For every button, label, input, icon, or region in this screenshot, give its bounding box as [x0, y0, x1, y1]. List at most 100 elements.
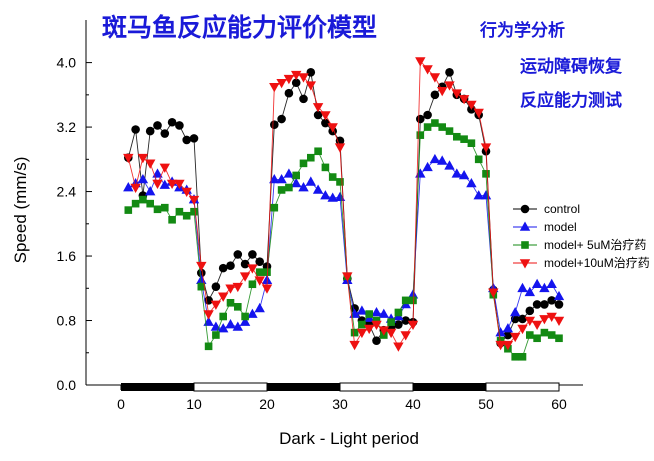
data-point	[284, 88, 294, 98]
dark-period-bar	[121, 383, 194, 391]
data-point	[437, 87, 448, 97]
data-point	[467, 139, 476, 147]
data-point	[320, 190, 331, 200]
data-point	[218, 292, 229, 302]
data-point	[518, 352, 527, 361]
legend-label: model+ 5uM治疗药	[544, 238, 646, 252]
data-point	[285, 183, 293, 192]
data-point	[444, 160, 455, 170]
data-point	[145, 126, 155, 136]
data-point	[312, 103, 324, 113]
data-point	[409, 296, 417, 305]
data-point	[247, 308, 258, 318]
data-point	[458, 95, 470, 105]
light-period-bar	[339, 382, 414, 392]
data-point	[524, 286, 535, 297]
data-point	[174, 179, 185, 189]
data-point	[495, 327, 506, 337]
data-point	[159, 163, 170, 173]
data-point	[298, 73, 309, 83]
data-point	[130, 183, 141, 194]
data-point	[175, 121, 184, 130]
data-point	[277, 114, 286, 124]
data-point	[219, 312, 227, 321]
data-point	[466, 178, 477, 188]
x-tick-label: 30	[332, 396, 348, 412]
data-point	[356, 305, 368, 315]
legend: control model model+ 5uM治疗药 model+10uM治疗药	[513, 202, 650, 270]
data-point	[533, 334, 541, 343]
data-point	[540, 300, 549, 309]
x-tick-label: 60	[551, 396, 567, 412]
data-point	[378, 326, 389, 336]
data-point	[145, 159, 156, 169]
data-point	[190, 207, 198, 216]
data-point	[372, 316, 381, 325]
data-point	[232, 321, 243, 331]
data-point	[204, 342, 213, 351]
x-axis-title: Dark - Light period	[279, 429, 419, 448]
light-period-bar	[485, 382, 560, 392]
data-point	[482, 170, 490, 178]
data-point	[182, 211, 191, 220]
data-point	[321, 163, 330, 172]
data-point	[496, 336, 505, 345]
dark-period-bar	[267, 383, 340, 391]
data-point	[225, 284, 236, 294]
series-line	[127, 59, 560, 348]
data-point	[474, 155, 483, 164]
data-point	[305, 81, 316, 91]
data-point	[480, 190, 492, 200]
data-point	[429, 153, 441, 164]
data-point	[458, 169, 470, 180]
data-point	[299, 94, 308, 104]
data-point	[270, 203, 279, 212]
data-point	[218, 263, 228, 273]
data-point	[226, 298, 235, 307]
data-point	[349, 340, 360, 351]
data-point	[241, 312, 249, 321]
data-point	[423, 110, 432, 120]
data-point	[182, 135, 191, 145]
data-point	[210, 300, 222, 310]
data-point	[153, 205, 162, 214]
data-point	[239, 316, 251, 326]
data-point	[372, 336, 381, 345]
data-point	[422, 65, 433, 75]
data-point	[139, 195, 147, 204]
data-point	[524, 316, 535, 327]
data-point	[437, 155, 448, 165]
data-point	[254, 302, 265, 313]
data-point	[350, 304, 359, 313]
note-behavior-analysis: 行为学分析	[480, 21, 565, 41]
data-point	[445, 67, 454, 77]
data-point	[416, 131, 425, 139]
x-tick-label: 10	[186, 396, 202, 412]
data-point	[526, 331, 534, 339]
data-point	[233, 250, 243, 259]
data-point	[313, 110, 323, 120]
data-point	[473, 108, 484, 119]
data-point	[291, 70, 302, 81]
data-point	[145, 186, 156, 196]
data-point	[451, 168, 462, 178]
data-point	[261, 284, 273, 294]
data-point	[314, 147, 322, 156]
data-point	[350, 328, 359, 337]
figure-title: 斑马鱼反应能力评价模型	[102, 13, 378, 42]
legend-label: control	[544, 202, 580, 216]
data-point	[553, 290, 565, 301]
series-3	[123, 57, 565, 352]
data-point	[159, 179, 170, 189]
data-point	[327, 123, 338, 133]
data-point	[540, 328, 549, 337]
data-point	[276, 78, 287, 89]
data-point	[211, 282, 221, 291]
data-point	[189, 134, 199, 143]
data-point	[269, 173, 280, 184]
data-point	[283, 74, 295, 85]
data-point	[334, 143, 346, 153]
data-point	[365, 310, 373, 318]
data-point	[277, 186, 286, 194]
data-point	[218, 323, 229, 333]
